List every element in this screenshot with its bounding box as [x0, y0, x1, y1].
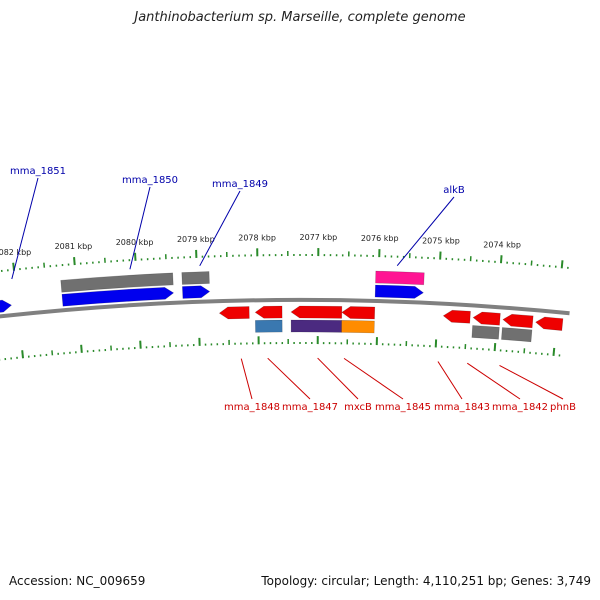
- reverse-gene-mma-1842[interactable]: [471, 325, 500, 340]
- forward-gene-mma-1850[interactable]: [60, 272, 174, 293]
- reverse-gene-mma-1847[interactable]: [255, 319, 283, 333]
- forward-cds-alkb[interactable]: [374, 284, 424, 299]
- inner-tick: [80, 344, 83, 353]
- scale-labels: 2082 kbp 2081 kbp 2080 kbp 2079 kbp 2078 kbp…: [0, 233, 521, 257]
- reverse-cds-unnamed[interactable]: [535, 316, 564, 331]
- scale-label: 2074 kbp: [483, 240, 521, 249]
- forward-cds-mma-1849[interactable]: [182, 285, 211, 299]
- scale-label: 2078 kbp: [238, 233, 276, 242]
- annotation-leader: [129, 186, 151, 270]
- annotation-leader: [396, 196, 455, 267]
- reverse-cds-mma-1847[interactable]: [254, 305, 283, 319]
- annotation-label-mma-1848[interactable]: mma_1848: [224, 402, 280, 413]
- annotation-label-mma-1843[interactable]: mma_1843: [434, 402, 490, 413]
- genome-stats-text: Topology: circular; Length: 4,110,251 bp…: [261, 574, 591, 588]
- annotation-label-mma-1847[interactable]: mma_1847: [282, 402, 338, 413]
- reverse-cds-mxcb[interactable]: [290, 305, 343, 319]
- annotation-leader: [499, 364, 564, 400]
- genome-backbone: [0, 298, 570, 319]
- reverse-cds-mma-1842[interactable]: [472, 311, 501, 326]
- reverse-cds-phnb[interactable]: [502, 313, 534, 329]
- outer-tick-track: [0, 248, 569, 273]
- inner-tick: [21, 350, 25, 359]
- scale-label: 2077 kbp: [300, 233, 338, 242]
- annotation-leader: [437, 361, 463, 400]
- annotation-leader: [11, 177, 39, 280]
- annotation-label-alkb[interactable]: alkB: [443, 185, 465, 196]
- scale-label: 2079 kbp: [177, 235, 215, 244]
- forward-gene-alkb[interactable]: [375, 270, 425, 286]
- inner-tick: [552, 347, 556, 356]
- reverse-gene-mma-1845[interactable]: [341, 320, 375, 334]
- annotation-leader: [343, 357, 404, 400]
- scale-label: 2082 kbp: [0, 248, 31, 257]
- reverse-cds-mma-1843[interactable]: [442, 309, 471, 324]
- annotation-label-mma-1842[interactable]: mma_1842: [492, 402, 548, 413]
- forward-cds-unnamed[interactable]: [0, 299, 13, 320]
- outer-tick: [73, 257, 76, 266]
- scale-label: 2076 kbp: [361, 234, 399, 243]
- annotation-leader: [317, 357, 359, 400]
- outer-tick: [499, 255, 503, 264]
- reverse-cds-mma-1845[interactable]: [341, 306, 376, 320]
- outer-tick: [560, 260, 564, 269]
- map-title: Janthinobacterium sp. Marseille, complet…: [134, 10, 466, 25]
- scale-label: 2081 kbp: [55, 242, 93, 251]
- inner-tick: [493, 342, 497, 352]
- annotation-leader: [240, 358, 253, 400]
- inner-tick-track: [0, 336, 561, 361]
- reverse-gene-mxcb[interactable]: [290, 319, 342, 333]
- forward-strand-track: [0, 270, 425, 320]
- annotation-leader: [267, 357, 311, 400]
- annotation-label-mma-1845[interactable]: mma_1845: [375, 402, 431, 413]
- annotation-label-phnb[interactable]: phnB: [550, 402, 576, 413]
- scale-label: 2080 kbp: [116, 238, 154, 247]
- reverse-cds-mma-1848[interactable]: [218, 306, 250, 320]
- reverse-gene-phnb[interactable]: [501, 327, 533, 343]
- annotation-label-mma-1849[interactable]: mma_1849: [212, 179, 268, 190]
- accession-text: Accession: NC_009659: [9, 574, 146, 588]
- annotation-label-mma-1850[interactable]: mma_1850: [122, 175, 178, 186]
- annotation-leader: [199, 190, 241, 267]
- forward-gene-mma-1849[interactable]: [181, 271, 210, 285]
- annotation-label-mma-1851[interactable]: mma_1851: [10, 166, 66, 177]
- scale-label: 2075 kbp: [422, 237, 460, 246]
- annotation-label-mxcb[interactable]: mxcB: [344, 402, 372, 413]
- annotation-leader: [466, 362, 521, 400]
- forward-cds-mma-1850[interactable]: [61, 287, 175, 307]
- reverse-strand-track: [218, 305, 564, 343]
